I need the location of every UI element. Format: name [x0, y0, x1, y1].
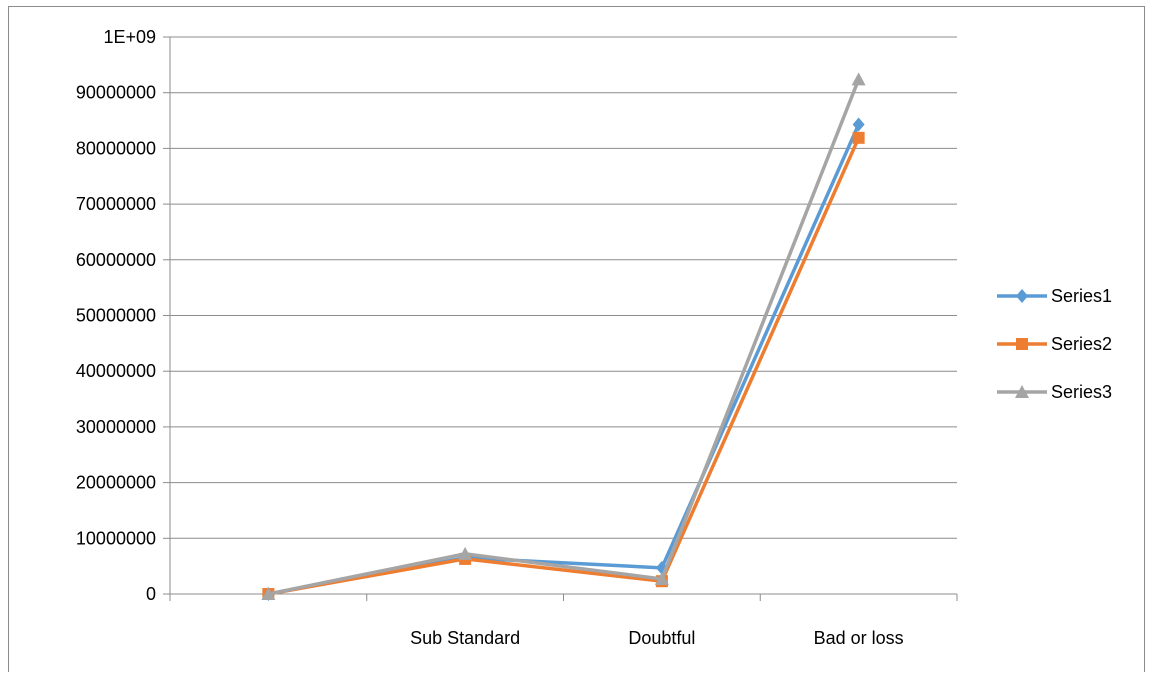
y-tick-label: 30000000 [76, 417, 156, 437]
series-line [268, 137, 861, 596]
series-line [268, 78, 861, 596]
data-point [261, 587, 276, 600]
legend-label: Series1 [1051, 286, 1112, 306]
y-tick-labels: 0 10000000 20000000 30000000 40000000 5000000… [76, 27, 156, 604]
y-tick-label: 1E+09 [103, 27, 156, 47]
y-tick-label: 0 [146, 584, 156, 604]
data-point [654, 571, 669, 585]
series-lines [261, 72, 866, 601]
series-3 [261, 72, 866, 600]
data-point [851, 72, 866, 86]
legend-label: Series2 [1051, 334, 1112, 354]
axes [163, 36, 958, 601]
x-tick-labels: Sub Standard Doubtful Bad or loss [410, 628, 904, 648]
data-point [458, 546, 473, 560]
x-tick-label: Bad or loss [814, 628, 904, 648]
legend-item: Series3 [997, 382, 1112, 402]
chart-border [8, 6, 1145, 672]
y-tick-label: 40000000 [76, 361, 156, 381]
y-tick-label: 60000000 [76, 250, 156, 270]
legend-swatch-marker [1015, 385, 1029, 398]
legend-label: Series3 [1051, 382, 1112, 402]
y-tick-label: 80000000 [76, 138, 156, 158]
legend: Series1 Series2 Series3 [997, 286, 1112, 402]
data-point [852, 131, 865, 144]
y-tick-label: 70000000 [76, 194, 156, 214]
legend-item: Series1 [997, 286, 1112, 306]
y-tick-label: 20000000 [76, 473, 156, 493]
y-tick-label: 90000000 [76, 83, 156, 103]
x-tick-label: Sub Standard [410, 628, 520, 648]
x-tick-label: Doubtful [628, 628, 695, 648]
data-point [852, 117, 865, 132]
gridlines [170, 36, 957, 539]
legend-swatch-marker [1016, 338, 1028, 350]
y-tick-label: 50000000 [76, 306, 156, 326]
y-tick-label: 10000000 [76, 528, 156, 548]
legend-item: Series2 [997, 334, 1112, 354]
legend-swatch-marker [1016, 289, 1028, 303]
